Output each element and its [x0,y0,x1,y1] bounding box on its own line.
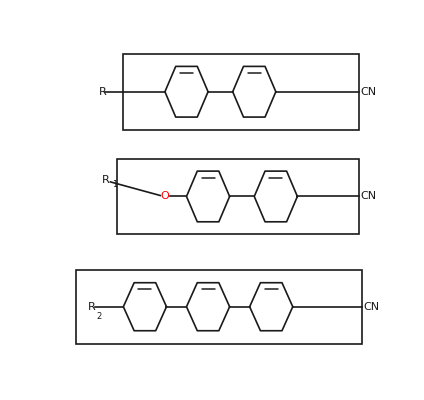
Text: 2: 2 [97,312,102,321]
Text: O: O [161,192,169,202]
Text: R: R [88,302,96,312]
Text: R: R [102,175,109,185]
Text: CN: CN [364,302,380,312]
Text: 1: 1 [112,180,117,188]
Text: CN: CN [360,192,377,202]
Text: CN: CN [360,87,377,97]
Text: R: R [99,87,106,97]
